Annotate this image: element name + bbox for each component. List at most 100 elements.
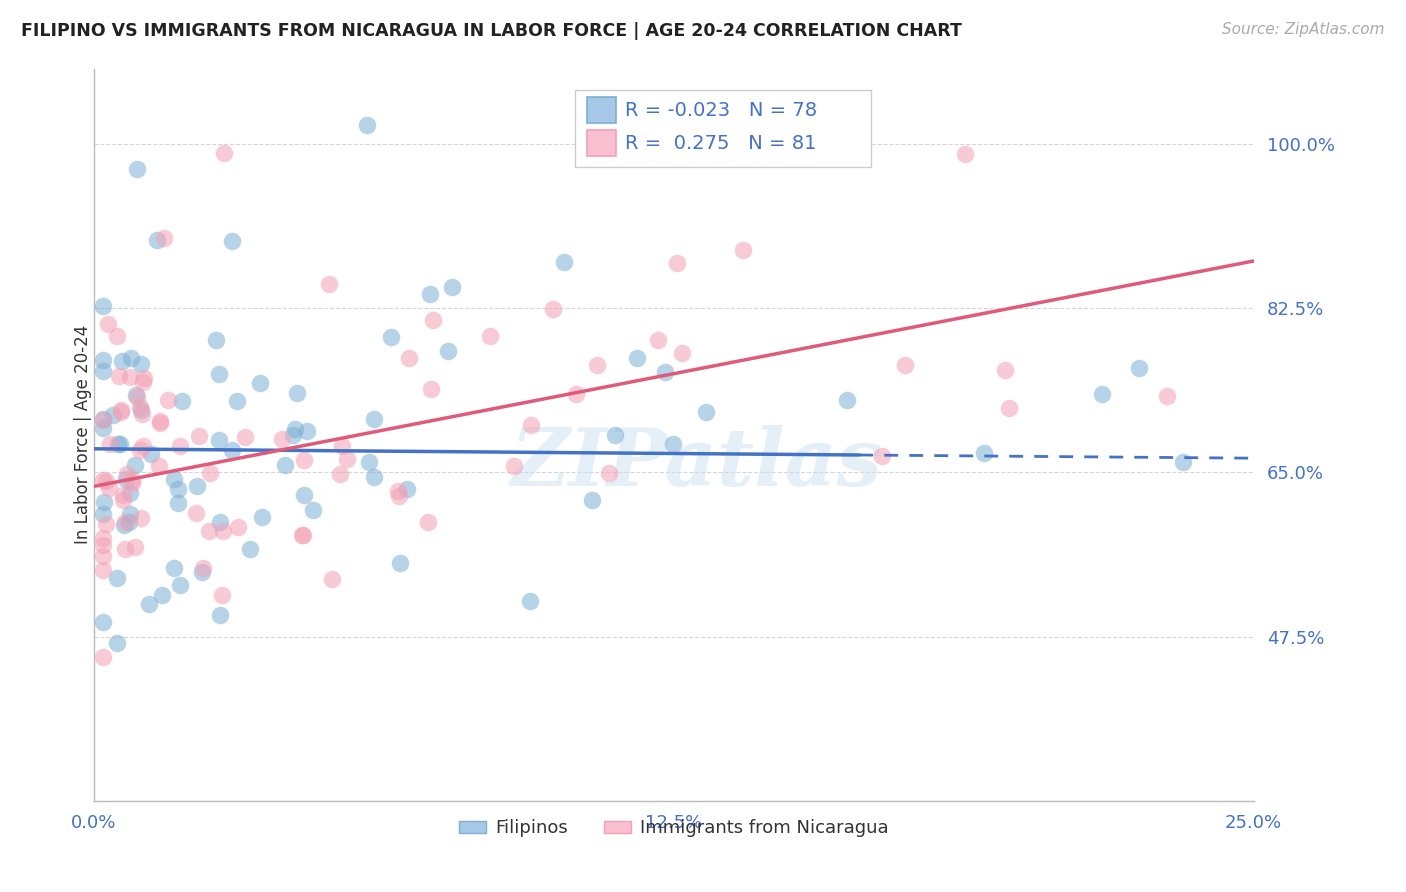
Point (380, 330, 402, 344)
Point (422, 313, 444, 327)
Point (187, 429, 209, 443)
Point (112, 517, 135, 532)
Point (184, 507, 207, 521)
Point (132, 439, 155, 453)
Point (101, 408, 124, 422)
Point (1156, 389, 1178, 403)
Text: Source: ZipAtlas.com: Source: ZipAtlas.com (1222, 22, 1385, 37)
Point (125, 388, 148, 402)
Point (149, 416, 172, 430)
Point (647, 334, 669, 348)
Point (110, 402, 132, 417)
Point (146, 233, 169, 247)
Point (603, 428, 626, 442)
Point (125, 390, 148, 404)
Point (503, 459, 526, 474)
Point (115, 467, 138, 481)
Point (91, 412, 114, 426)
Point (211, 588, 233, 602)
Point (955, 147, 977, 161)
Point (125, 162, 148, 177)
Point (363, 412, 385, 426)
Point (107, 437, 129, 451)
Point (148, 459, 170, 474)
Point (97, 318, 120, 332)
Point (129, 510, 152, 524)
Point (274, 458, 297, 472)
Point (114, 541, 136, 556)
Point (318, 277, 340, 291)
Point (671, 346, 693, 360)
Point (295, 424, 318, 438)
Point (120, 370, 142, 384)
Point (186, 479, 208, 493)
Point (626, 351, 648, 366)
Point (520, 418, 543, 433)
Point (581, 492, 603, 507)
Point (91, 421, 114, 435)
Point (225, 393, 247, 408)
Point (291, 527, 314, 541)
Point (128, 443, 150, 458)
Point (284, 422, 307, 436)
Point (131, 407, 153, 421)
Point (478, 329, 501, 343)
Point (167, 482, 190, 496)
Point (837, 392, 859, 407)
Point (91, 507, 114, 521)
Point (416, 515, 439, 529)
Point (91, 299, 114, 313)
Point (398, 351, 420, 366)
Point (209, 607, 232, 622)
Point (330, 439, 353, 453)
Point (321, 573, 343, 587)
Point (108, 437, 131, 451)
Point (112, 487, 135, 501)
Point (291, 528, 314, 542)
Point (170, 393, 193, 408)
Point (120, 351, 142, 365)
Point (541, 301, 564, 316)
Point (654, 365, 676, 379)
Point (132, 375, 155, 389)
Text: ZIPatlas: ZIPatlas (510, 425, 883, 503)
Legend: Filipinos, Immigrants from Nicaragua: Filipinos, Immigrants from Nicaragua (451, 812, 896, 845)
Point (329, 467, 352, 482)
Point (91, 549, 114, 563)
Point (441, 280, 464, 294)
Point (387, 484, 409, 499)
Point (93, 531, 115, 545)
Point (437, 344, 460, 359)
Point (157, 393, 180, 408)
Point (118, 507, 141, 521)
Point (118, 515, 141, 529)
Point (115, 471, 138, 485)
Point (271, 432, 294, 446)
Bar (586, 97, 616, 123)
Point (519, 594, 541, 608)
Point (212, 146, 235, 161)
Point (870, 449, 893, 463)
Point (420, 382, 443, 396)
Point (973, 446, 995, 460)
Point (141, 447, 163, 461)
Point (233, 429, 256, 443)
Point (1091, 386, 1114, 401)
Point (124, 541, 146, 555)
Point (564, 386, 586, 401)
Point (363, 470, 385, 484)
Point (419, 287, 441, 301)
Point (894, 358, 917, 372)
Point (285, 386, 308, 401)
Point (249, 376, 271, 391)
Point (208, 433, 231, 447)
Point (1128, 360, 1150, 375)
Point (91, 563, 114, 577)
Point (94, 516, 117, 531)
Point (111, 493, 134, 508)
Point (124, 458, 146, 472)
Point (134, 370, 156, 384)
Point (662, 436, 685, 450)
Point (163, 560, 186, 574)
Point (198, 466, 221, 480)
